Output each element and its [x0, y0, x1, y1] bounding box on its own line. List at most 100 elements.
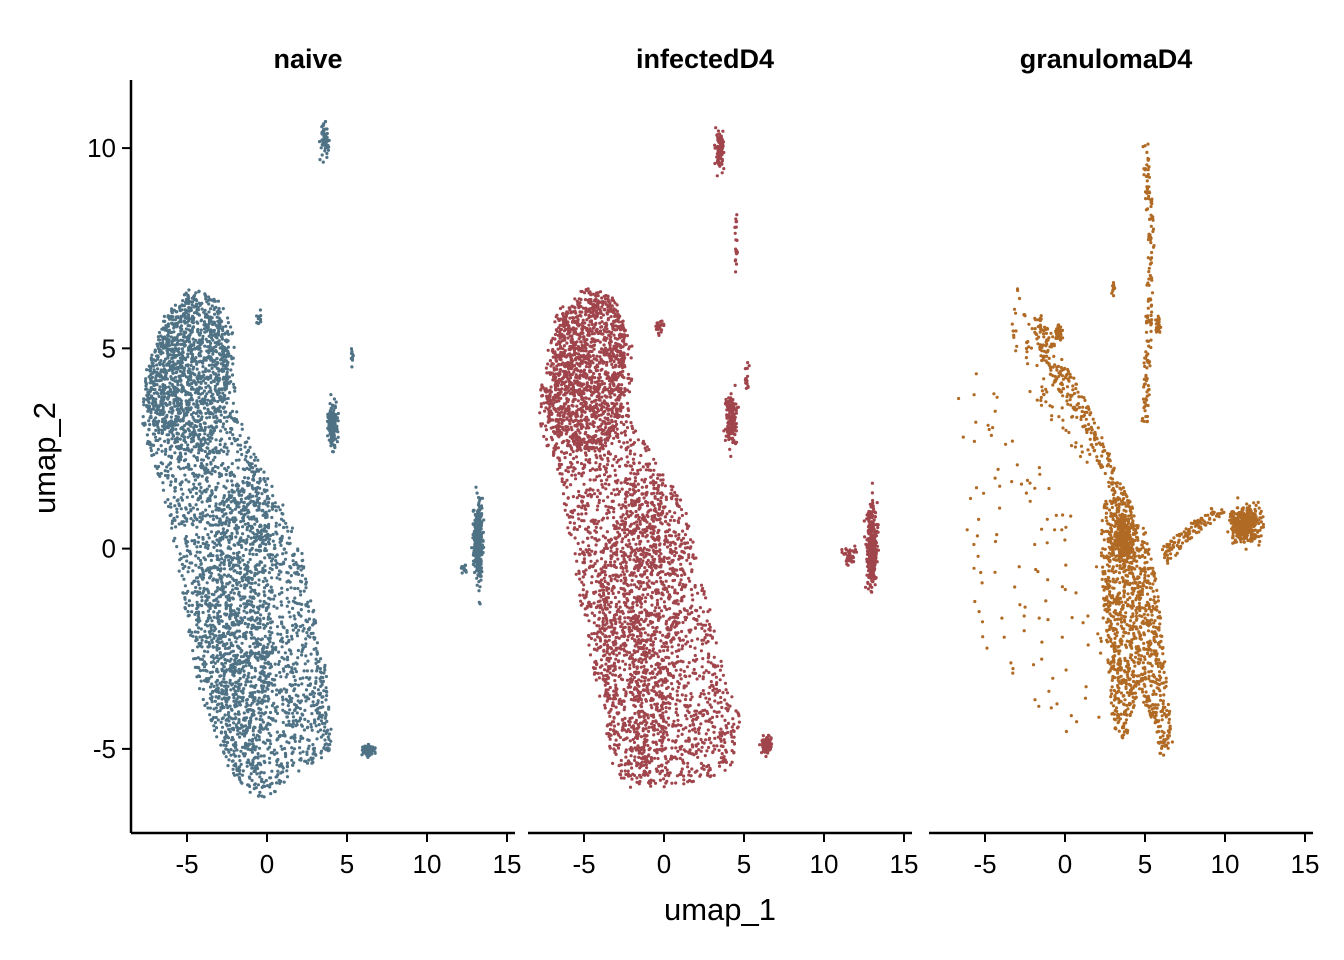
data-point	[245, 677, 249, 682]
data-point	[237, 629, 241, 633]
data-point	[232, 551, 236, 555]
data-point	[261, 727, 265, 731]
data-point	[287, 600, 291, 604]
data-point	[235, 502, 239, 506]
data-point	[262, 754, 266, 758]
data-point	[203, 449, 207, 454]
data-point	[183, 316, 187, 320]
data-point	[215, 667, 219, 671]
data-point	[174, 371, 178, 375]
data-point	[237, 720, 241, 724]
data-point	[189, 467, 193, 471]
data-point	[258, 717, 262, 722]
data-point	[237, 658, 242, 663]
data-point	[245, 764, 249, 768]
data-point	[215, 332, 219, 336]
data-point	[271, 641, 275, 646]
data-point	[289, 566, 293, 570]
data-point	[237, 564, 241, 568]
data-point	[149, 386, 153, 390]
data-point	[204, 381, 208, 385]
data-point	[327, 425, 331, 429]
data-point	[185, 517, 189, 521]
data-point	[223, 697, 227, 701]
data-point	[251, 552, 255, 557]
data-point	[307, 609, 311, 613]
data-point	[324, 712, 328, 717]
data-point	[230, 621, 234, 625]
data-point	[184, 601, 188, 605]
data-point	[280, 620, 284, 624]
data-point	[177, 502, 181, 506]
data-point	[223, 442, 227, 446]
data-point	[210, 398, 214, 402]
data-point	[149, 449, 153, 453]
data-point	[186, 427, 190, 431]
data-point	[224, 535, 229, 539]
data-point	[213, 455, 217, 459]
data-point	[296, 586, 300, 591]
data-point	[203, 394, 208, 399]
data-point	[242, 609, 246, 613]
data-point	[224, 607, 228, 611]
data-point	[193, 665, 197, 670]
data-point	[190, 603, 194, 607]
data-point	[243, 445, 247, 449]
data-point	[310, 712, 314, 716]
data-point	[192, 295, 196, 299]
data-point	[288, 580, 292, 584]
data-point	[224, 722, 228, 726]
data-point	[327, 743, 331, 747]
data-point	[205, 521, 210, 525]
data-point	[190, 413, 194, 417]
data-point	[285, 588, 289, 592]
data-point	[175, 510, 179, 514]
data-point	[313, 721, 317, 725]
data-point	[293, 739, 297, 744]
data-point	[314, 661, 318, 666]
data-point	[214, 446, 218, 450]
data-point	[603, 703, 607, 707]
data-point	[164, 449, 168, 454]
data-point	[141, 415, 145, 419]
data-point	[254, 564, 258, 568]
data-point	[308, 676, 312, 680]
data-point	[244, 547, 248, 552]
data-point	[193, 589, 197, 594]
data-point	[166, 498, 170, 502]
data-point	[230, 373, 235, 377]
data-point	[295, 711, 299, 715]
data-point	[282, 687, 286, 691]
data-point	[221, 391, 225, 395]
data-point	[175, 386, 179, 391]
data-point	[273, 543, 277, 547]
data-point	[182, 447, 186, 452]
data-point	[258, 725, 262, 729]
data-point	[193, 478, 197, 482]
data-point	[229, 614, 233, 618]
data-point	[220, 680, 224, 684]
data-point	[462, 565, 466, 569]
data-point	[213, 384, 217, 388]
data-point	[229, 753, 233, 757]
data-point	[199, 466, 204, 470]
data-point	[222, 496, 226, 500]
data-point	[239, 500, 243, 504]
data-point	[215, 538, 219, 542]
data-point	[230, 357, 234, 361]
data-point	[275, 759, 279, 764]
data-point	[284, 690, 288, 694]
data-point	[158, 385, 162, 389]
data-point	[245, 599, 250, 603]
data-point	[323, 120, 327, 124]
data-point	[285, 604, 289, 608]
data-point	[214, 421, 218, 425]
data-point	[250, 577, 254, 582]
data-point	[193, 579, 197, 583]
data-point	[305, 726, 309, 730]
data-point	[170, 368, 174, 372]
data-point	[203, 527, 207, 531]
data-point	[223, 381, 227, 386]
data-point	[166, 395, 170, 399]
data-point	[183, 321, 187, 325]
